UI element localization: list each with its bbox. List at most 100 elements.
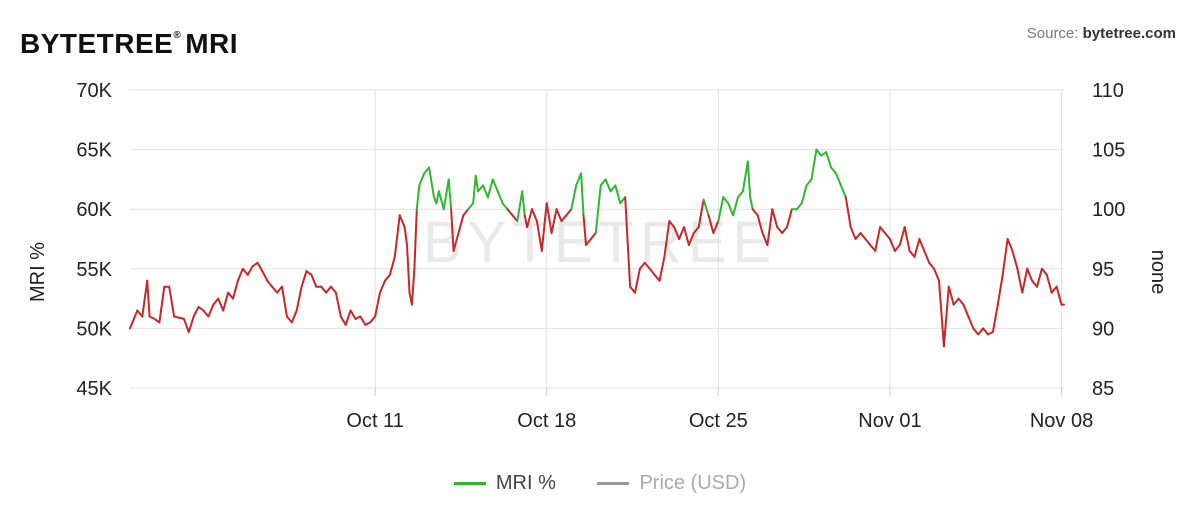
mri-line-segment [1040,267,1048,276]
mri-line-segment [849,226,857,240]
mri-line-segment [776,226,784,234]
x-tick-label: Nov 08 [1030,410,1093,432]
mri-line-segment [604,178,612,193]
mri-line-segment [555,208,563,223]
mri-line-segment [217,297,225,312]
right-axis-label: none [1147,250,1169,295]
mri-line-segment [687,232,695,246]
mri-line-segment [589,232,597,240]
mri-line-segment [702,198,710,217]
mri-line-segment [295,285,303,312]
mri-line-segment [325,285,332,294]
mri-line-segment [854,232,862,240]
mri-line-segment [359,315,367,326]
mri-line-segment [864,238,872,246]
mri-line-segment [173,315,185,320]
right-tick-label: 90 [1092,318,1114,340]
mri-line-segment [712,220,720,234]
source-link[interactable]: bytetree.com [1082,25,1176,42]
mri-line-segment [570,184,578,211]
mri-line-segment [594,184,602,234]
mri-line-segment [374,291,381,318]
mri-line-segment [859,232,867,240]
legend-item-price[interactable]: Price (USD) [597,472,746,495]
mri-line-segment [305,270,313,276]
mri-line-segment [737,190,744,199]
mri-line-segment [388,255,396,276]
left-tick-label: 55K [76,259,112,281]
mri-line-segment [550,208,558,234]
mri-line-segment [624,196,632,288]
mri-line-segment [638,261,646,270]
mri-line-segment [913,238,921,258]
mri-line-segment [1011,249,1019,270]
right-tick-label: 110 [1092,80,1124,102]
mri-line-segment [1026,267,1034,282]
mri-line-segment [874,226,882,252]
mri-line-segment [810,148,818,181]
mri-line-segment [236,267,244,282]
mri-line-segment [398,214,406,229]
mri-line-segment [437,190,445,211]
mri-line-segment [457,214,465,234]
mri-line-segment [908,249,916,258]
mri-line-segment [477,184,484,193]
mri-line-segment [418,172,426,187]
mri-line-segment [486,178,494,199]
mri-line-segment [947,285,955,306]
legend-swatch-mri [453,482,486,485]
mri-line-segment [972,327,980,336]
mri-line-segment [668,220,676,229]
mri-line-segment [991,303,999,333]
right-tick-label: 85 [1092,378,1114,400]
mri-line-segment [192,305,200,318]
mri-line-segment [207,303,215,318]
mri-line-segment [717,196,725,223]
mri-line-segment [202,309,210,318]
mri-line-segment [663,220,671,258]
mri-line-segment [634,267,641,294]
mri-line-segment [580,172,585,217]
title-suffix: MRI [185,28,239,59]
mri-line-segment [339,315,347,326]
mri-line-segment [285,315,293,324]
mri-line-segment [697,198,705,229]
mri-line-segment [369,315,377,324]
mri-line-segment [227,291,234,300]
mri-line-segment [1021,267,1029,294]
x-tick-label: Nov 01 [858,410,921,432]
mri-line-segment [1055,285,1063,306]
mri-line-segment [722,196,730,205]
mri-line-segment [290,309,298,324]
mri-line-segment [1031,279,1038,288]
mri-line-segment [349,309,357,320]
mri-line-segment [884,232,891,240]
source-label: Source: [1026,25,1079,42]
mri-line-segment [683,226,690,246]
legend-item-mri[interactable]: MRI % [453,472,556,495]
right-tick-label: 95 [1092,259,1114,281]
mri-line-segment [982,327,989,336]
mri-line-segment [535,220,543,252]
mri-line-segment [771,208,779,229]
mri-line-segment [222,291,230,312]
mri-line-segment [182,317,190,333]
mri-line-segment [232,279,239,300]
mri-line-segment [648,267,656,276]
mri-line-segment [406,244,411,294]
mri-line-segment [830,166,837,175]
mri-line-segment [146,279,151,318]
left-tick-label: 70K [76,80,112,102]
mri-line-segment [491,178,499,193]
mri-line-segment [256,261,264,273]
mri-line-segment [795,202,803,211]
mri-line-segment [526,208,533,229]
left-axis-label: MRI % [27,242,49,302]
mri-line-segment [560,214,568,223]
mri-line-segment [766,208,774,246]
left-tick-label: 60K [76,199,112,221]
mri-line-segment [678,226,685,240]
mri-line-segment [749,196,754,211]
mri-line-segment [751,208,759,217]
mri-line-segment [815,148,823,157]
